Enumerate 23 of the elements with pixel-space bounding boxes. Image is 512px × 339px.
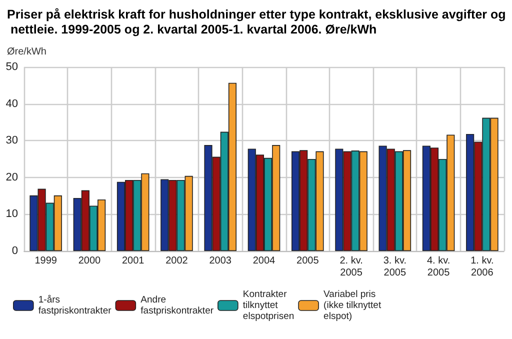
y-tick-label: 20	[6, 171, 18, 184]
x-tick-label: 2001	[122, 256, 145, 266]
legend-label: Andre fastpriskontrakter	[140, 294, 214, 316]
y-tick-label: 50	[6, 61, 18, 73]
x-tick-label: 2000	[78, 256, 102, 266]
legend-label: Variabel pris (ikke tilknyttet elspot)	[324, 289, 382, 322]
y-tick-label: 30	[6, 134, 18, 147]
legend-label: 1-års fastpriskontrakter	[38, 294, 112, 316]
x-tick-label: 1. kv. 2006	[470, 256, 494, 278]
chart-title: Priser på elektrisk kraft for husholdninger etter type kontrakt, eksklusive avgifter og nettleie. 1999-2005 og 2. kvartal 2005-1. kvartal 2006. Øre/kWh	[7, 8, 506, 36]
y-tick-label: 10	[6, 208, 18, 220]
y-tick-label: 40	[6, 98, 18, 110]
legend-label: Kontrakter tilknyttet elspotprisen	[242, 289, 294, 322]
x-tick-label: 3. kv. 2005	[383, 256, 406, 278]
x-tick-label: 4. kv. 2005	[426, 256, 450, 278]
y-tick-label: 0	[12, 245, 18, 257]
x-tick-label: 2. kv. 2005	[340, 256, 363, 278]
x-tick-label: 2005	[296, 256, 320, 266]
x-tick-label: 1999	[34, 256, 58, 266]
y-axis-title: Øre/kWh	[7, 46, 46, 58]
x-tick-label: 2004	[252, 256, 276, 266]
x-tick-label: 2003	[209, 256, 232, 266]
x-tick-label: 2002	[166, 256, 188, 266]
